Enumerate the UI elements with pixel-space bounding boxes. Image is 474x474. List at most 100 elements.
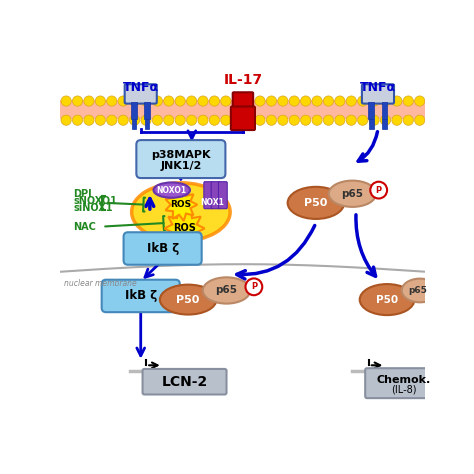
Circle shape [164,115,174,125]
Circle shape [61,115,71,125]
Circle shape [323,115,334,125]
Circle shape [266,115,276,125]
Circle shape [118,115,128,125]
Polygon shape [164,210,205,247]
Circle shape [403,96,413,106]
Text: p65: p65 [341,189,364,199]
Circle shape [186,115,197,125]
Text: JNK1/2: JNK1/2 [160,161,201,171]
Bar [383,119,387,129]
Ellipse shape [328,181,376,207]
FancyBboxPatch shape [204,182,213,209]
Circle shape [141,96,151,106]
Ellipse shape [154,182,190,198]
Circle shape [278,115,288,125]
FancyBboxPatch shape [137,140,226,178]
Circle shape [392,115,402,125]
FancyBboxPatch shape [362,84,394,104]
Circle shape [301,115,311,125]
Circle shape [232,115,242,125]
Circle shape [221,115,231,125]
Circle shape [175,115,185,125]
Circle shape [95,96,105,106]
Circle shape [221,96,231,106]
Circle shape [415,96,425,106]
Circle shape [107,115,117,125]
Circle shape [266,96,276,106]
Circle shape [381,96,391,106]
Circle shape [210,115,219,125]
Circle shape [381,115,391,125]
Ellipse shape [203,277,250,304]
Ellipse shape [132,183,230,241]
Circle shape [198,115,208,125]
Text: siNOX1: siNOX1 [73,203,113,213]
Circle shape [255,115,265,125]
Text: Chemok.: Chemok. [376,374,431,384]
Circle shape [61,96,71,106]
Circle shape [129,96,140,106]
Bar [61,100,425,119]
Circle shape [323,96,334,106]
Text: nuclear membrane: nuclear membrane [64,279,137,288]
Circle shape [335,115,345,125]
FancyBboxPatch shape [124,232,201,265]
Circle shape [198,96,208,106]
Text: DPI: DPI [73,189,92,199]
Text: IkB ζ: IkB ζ [146,242,179,255]
Text: NOX1: NOX1 [200,199,224,207]
Text: NOXO1: NOXO1 [157,186,187,195]
Text: P50: P50 [376,295,398,305]
Circle shape [346,96,356,106]
Circle shape [415,115,425,125]
Circle shape [335,96,345,106]
Bar [368,101,374,119]
Circle shape [370,182,387,199]
Bar [131,101,137,119]
Ellipse shape [401,279,438,302]
Ellipse shape [360,284,414,315]
Circle shape [369,115,379,125]
Circle shape [369,96,379,106]
FancyBboxPatch shape [233,92,253,109]
Circle shape [312,96,322,106]
Circle shape [73,115,82,125]
Circle shape [152,96,163,106]
Circle shape [289,96,300,106]
Text: P50: P50 [304,198,328,208]
Circle shape [164,96,174,106]
Text: p38MAPK: p38MAPK [151,150,210,160]
Circle shape [246,278,262,295]
Text: p65: p65 [409,286,428,295]
FancyBboxPatch shape [102,280,180,312]
Circle shape [152,115,163,125]
Circle shape [107,96,117,106]
FancyBboxPatch shape [219,182,227,209]
FancyBboxPatch shape [125,84,157,104]
Text: sNOXO1: sNOXO1 [73,196,117,206]
Text: LCN-2: LCN-2 [162,375,208,389]
Text: IkB ζ: IkB ζ [125,290,157,302]
Text: TNFα: TNFα [360,81,396,94]
Circle shape [118,96,128,106]
Circle shape [346,115,356,125]
Circle shape [357,115,368,125]
Text: p65: p65 [216,285,237,295]
Bar [382,101,387,119]
Circle shape [244,96,254,106]
FancyBboxPatch shape [365,368,449,398]
Circle shape [175,96,185,106]
Circle shape [95,115,105,125]
Circle shape [244,115,254,125]
Circle shape [392,96,402,106]
Text: TNFα: TNFα [123,81,159,94]
Circle shape [73,96,82,106]
Ellipse shape [288,187,344,219]
Polygon shape [165,189,197,221]
Circle shape [312,115,322,125]
Circle shape [84,96,94,106]
Circle shape [141,115,151,125]
Circle shape [255,96,265,106]
Text: P50: P50 [176,295,200,305]
Text: NAC: NAC [73,222,96,232]
